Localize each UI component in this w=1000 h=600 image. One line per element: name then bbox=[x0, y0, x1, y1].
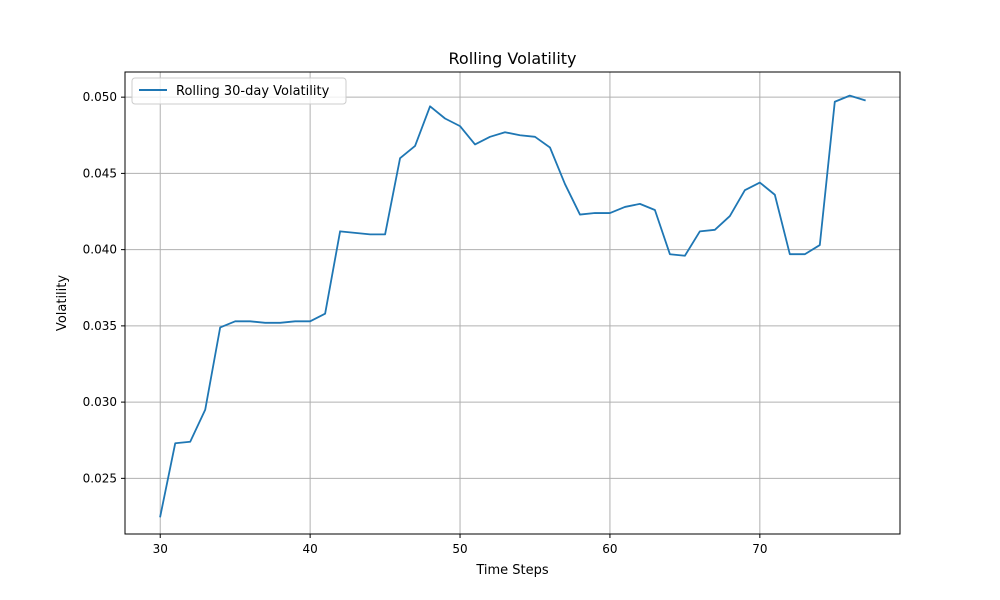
grid-lines bbox=[125, 72, 900, 534]
legend-label: Rolling 30-day Volatility bbox=[176, 84, 330, 99]
chart-title: Rolling Volatility bbox=[449, 49, 577, 68]
x-tick-label: 50 bbox=[452, 542, 467, 556]
y-axis-label: Volatility bbox=[55, 275, 70, 331]
series-layer bbox=[159, 94, 866, 518]
legend-box bbox=[131, 77, 347, 105]
y-tick-label: 0.030 bbox=[83, 395, 117, 409]
axis-ticks: 30 40 50 60 70 0.025 0.030 0.035 0.040 0.045 0.050 bbox=[83, 90, 768, 556]
x-axis-label: Time Steps bbox=[475, 563, 549, 578]
y-tick-label: 0.050 bbox=[83, 90, 117, 104]
y-tick-label: 0.035 bbox=[83, 319, 117, 333]
plot-frame bbox=[124, 71, 901, 535]
legend: Rolling 30-day Volatility bbox=[131, 77, 347, 105]
x-tick-label: 30 bbox=[153, 542, 168, 556]
y-tick-label: 0.025 bbox=[83, 471, 117, 485]
y-tick-label: 0.040 bbox=[83, 243, 117, 257]
y-tick-label: 0.045 bbox=[83, 166, 117, 180]
x-tick-label: 40 bbox=[302, 542, 317, 556]
x-tick-label: 70 bbox=[752, 542, 767, 556]
x-tick-label: 60 bbox=[602, 542, 617, 556]
series-line bbox=[159, 94, 866, 518]
